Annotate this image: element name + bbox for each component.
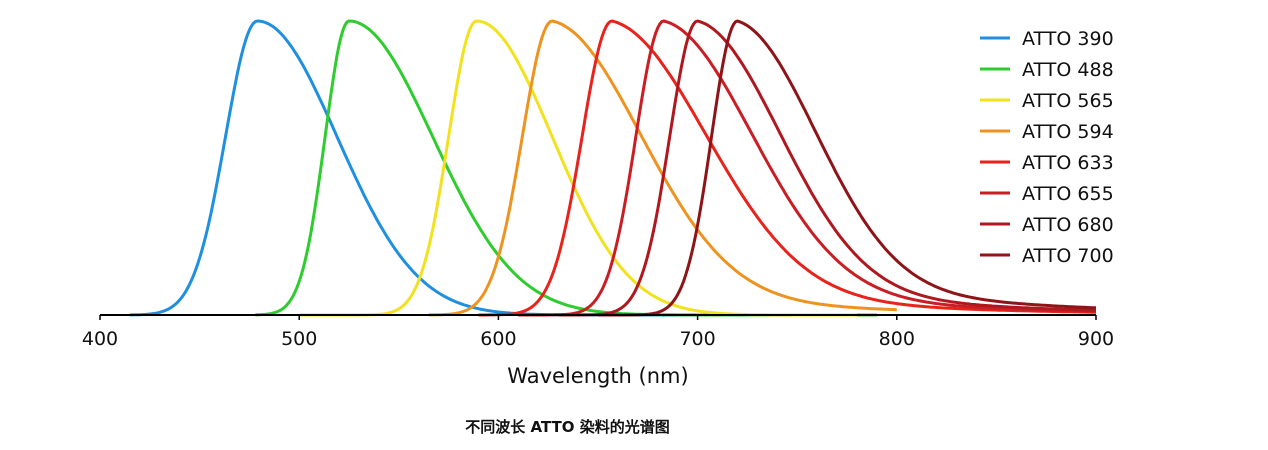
legend-label: ATTO 565 (1022, 90, 1114, 112)
legend-label: ATTO 488 (1022, 59, 1114, 81)
legend-label: ATTO 633 (1022, 152, 1114, 174)
x-tick-label: 400 (82, 328, 118, 350)
figure-caption: 不同波长 ATTO 染料的光谱图 (465, 418, 670, 436)
legend-label: ATTO 700 (1022, 245, 1114, 267)
x-tick-label: 500 (281, 328, 317, 350)
legend-label: ATTO 680 (1022, 214, 1114, 236)
x-axis-title: Wavelength (nm) (507, 364, 688, 388)
legend-label: ATTO 390 (1022, 28, 1114, 50)
series-line-atto-655 (518, 19, 1096, 317)
x-tick-label: 600 (480, 328, 516, 350)
x-tick-label: 700 (679, 328, 715, 350)
series-line-atto-680 (558, 19, 1096, 317)
x-tick-label: 800 (879, 328, 915, 350)
legend-label: ATTO 655 (1022, 183, 1114, 205)
x-tick-label: 900 (1078, 328, 1114, 350)
series-line-atto-700 (598, 19, 1097, 317)
legend: ATTO 390 ATTO 488 ATTO 565 ATTO 594 ATTO 633… (980, 28, 1114, 267)
series-curves (129, 19, 1097, 317)
series-line-atto-390 (129, 19, 778, 317)
x-axis-ticks: 400 500 600 700 800 900 (82, 315, 1114, 350)
series-line-atto-633 (478, 19, 1096, 317)
legend-label: ATTO 594 (1022, 121, 1114, 143)
